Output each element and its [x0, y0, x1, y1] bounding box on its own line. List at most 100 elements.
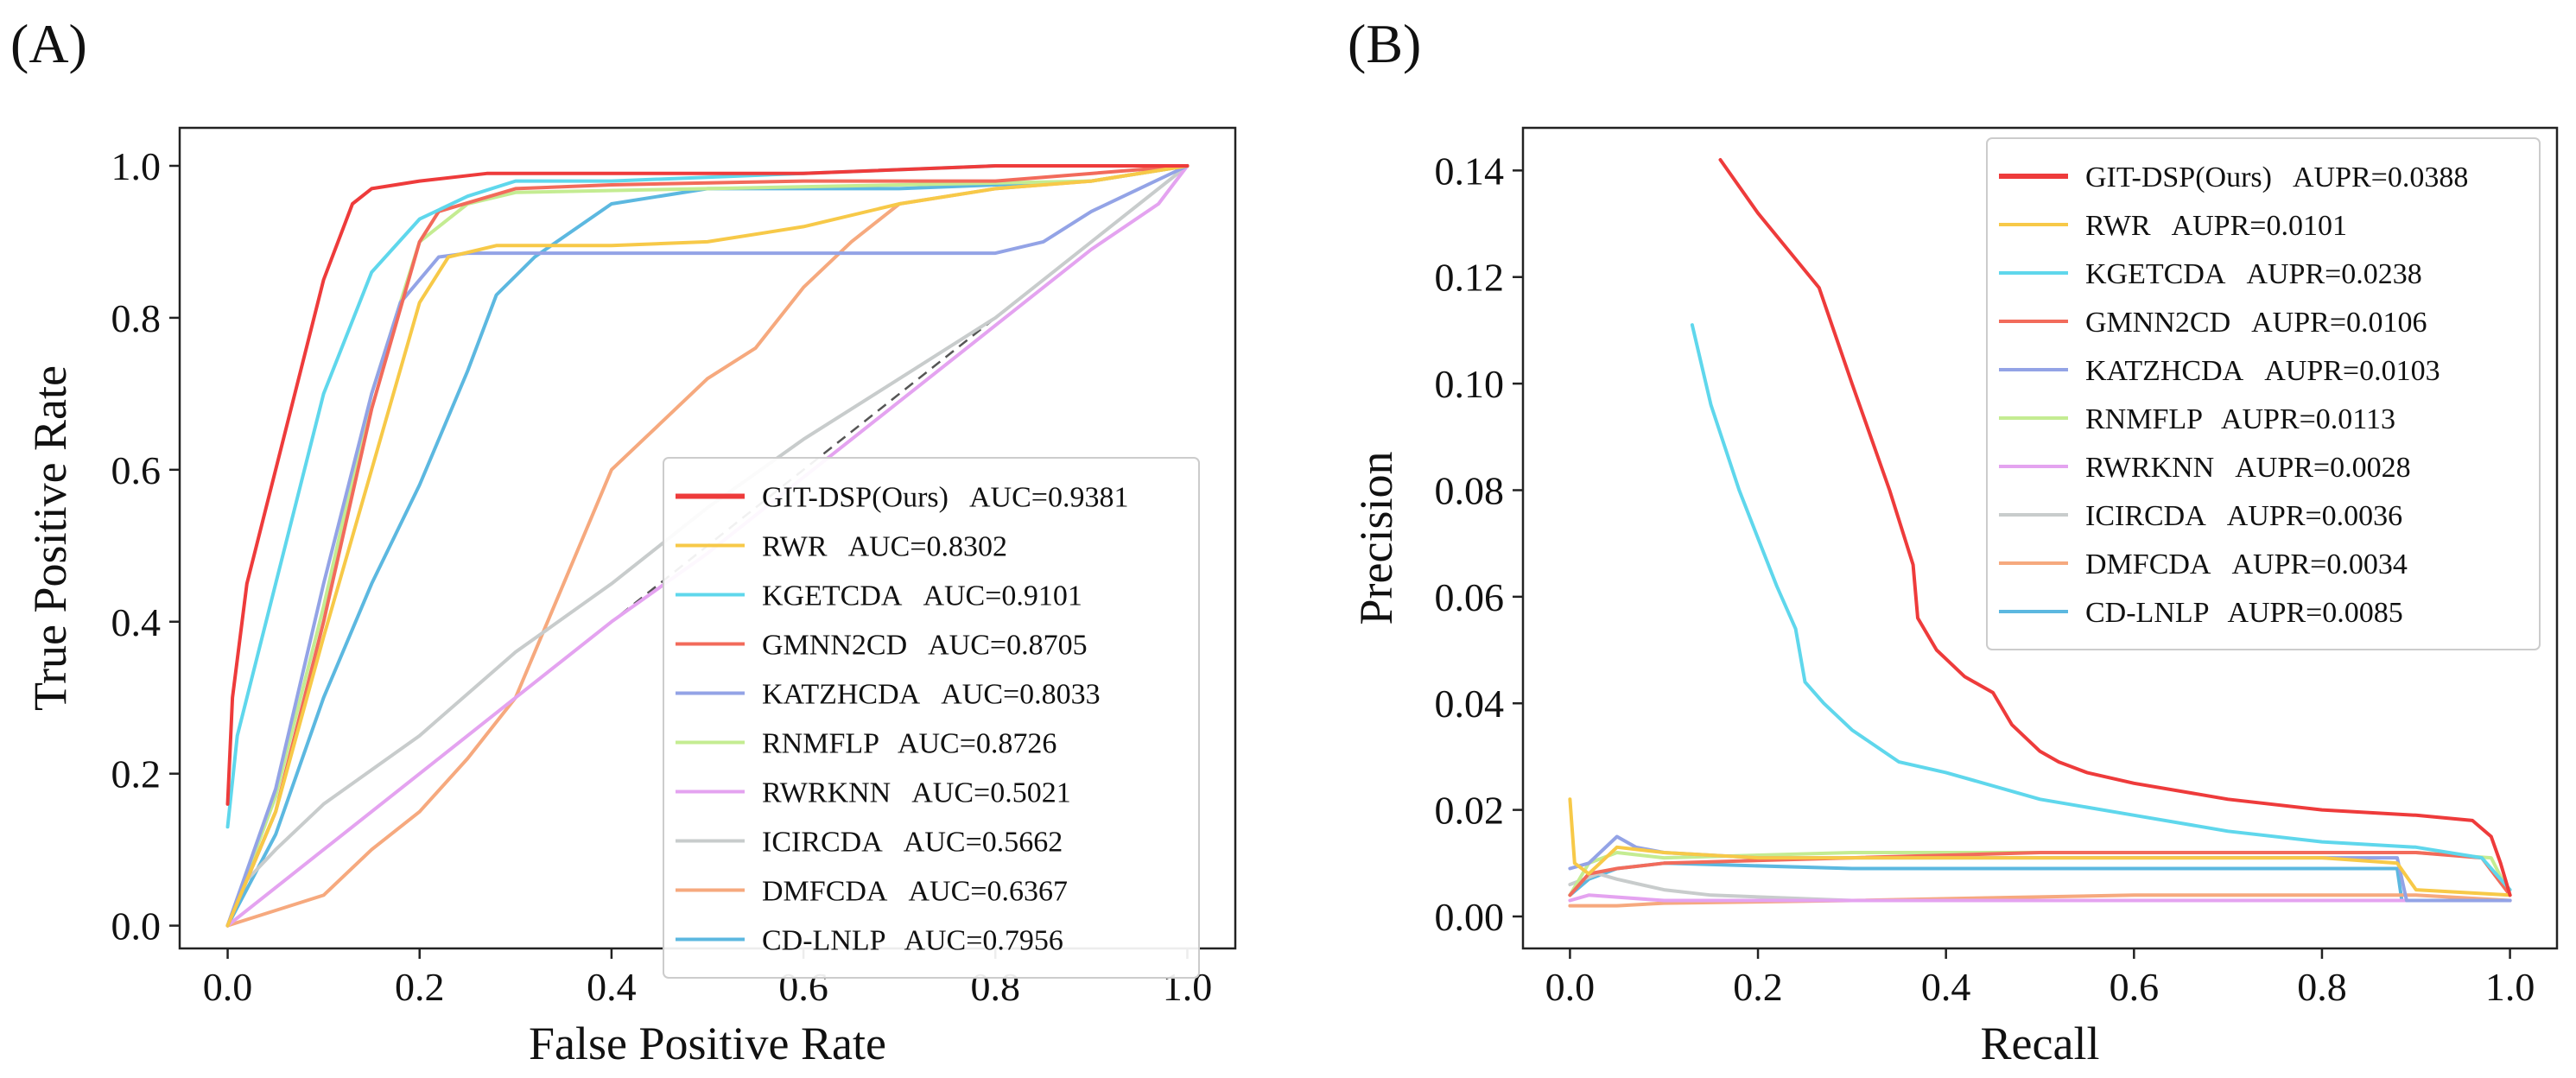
pr-series-line-dmfcda — [1568, 893, 2512, 908]
pr-legend-entry-katzhcda: KATZHCDA AUPR=0.0103 — [2085, 355, 2440, 387]
pr-legend-entry-dmfcda: DMFCDA AUPR=0.0034 — [2085, 549, 2408, 580]
roc-y-tick-label: 0.8 — [111, 296, 162, 340]
legend-series-name: ICIRCDA — [2085, 500, 2206, 532]
legend-series-name: RNMFLP — [762, 728, 879, 760]
pr-y-tick-label: 0.10 — [1435, 362, 1505, 406]
legend-series-metric: AUPR=0.0034 — [2231, 549, 2407, 580]
roc-y-tick-label: 0.0 — [111, 904, 162, 948]
legend-series-metric: AUC=0.7956 — [904, 925, 1063, 957]
roc-legend-entry-dmfcda: DMFCDA AUC=0.6367 — [762, 876, 1068, 908]
roc-x-axis-label: False Positive Rate — [529, 1018, 886, 1069]
pr-y-tick-label: 0.12 — [1435, 256, 1505, 300]
roc-x-tick-label: 0.4 — [587, 965, 637, 1009]
roc-legend-entry-icircda: ICIRCDA AUC=0.5662 — [762, 827, 1063, 859]
roc-legend-entry-cd-lnlp: CD-LNLP AUC=0.7956 — [762, 925, 1063, 957]
pr-series-line-rwrknn — [1568, 893, 2512, 903]
legend-series-metric: AUC=0.5021 — [911, 777, 1070, 809]
roc-legend-entry-git-dsp-ours: GIT-DSP(Ours) AUC=0.9381 — [762, 482, 1128, 514]
roc-legend-entry-rnmflp: RNMFLP AUC=0.8726 — [762, 728, 1056, 760]
pr-y-axis-label: Precision — [1350, 452, 1402, 625]
legend-series-name: GIT-DSP(Ours) — [2085, 162, 2272, 193]
roc-legend-box — [663, 457, 1200, 979]
roc-y-tick-label: 0.2 — [111, 752, 162, 796]
roc-y-axis-label: True Positive Rate — [24, 365, 76, 711]
legend-series-name: RWRKNN — [2085, 452, 2214, 484]
pr-x-tick-label: 0.4 — [1921, 965, 1971, 1009]
roc-series-line-cd-lnlp — [225, 164, 1190, 928]
pr-legend-box — [1986, 137, 2541, 650]
legend-series-name: KATZHCDA — [762, 679, 921, 711]
roc-series-line-icircda — [225, 164, 1190, 928]
pr-series-line-gmnn2cd — [1568, 851, 2512, 897]
pr-legend-entry-cd-lnlp: CD-LNLP AUPR=0.0085 — [2085, 597, 2403, 629]
legend-series-metric: AUPR=0.0238 — [2246, 258, 2421, 290]
pr-x-axis-label: Recall — [1981, 1018, 2100, 1069]
legend-series-name: DMFCDA — [2085, 549, 2211, 580]
pr-legend: GIT-DSP(Ours) AUPR=0.0388 RWR AUPR=0.0101 KG… — [1986, 137, 2541, 650]
legend-series-metric: AUPR=0.0103 — [2264, 355, 2440, 387]
pr-x-tick-label: 0.8 — [2297, 965, 2347, 1009]
roc-legend-entry-gmnn2cd: GMNN2CD AUC=0.8705 — [762, 630, 1088, 662]
pr-y-tick-label: 0.06 — [1435, 575, 1505, 619]
pr-legend-entry-git-dsp-ours: GIT-DSP(Ours) AUPR=0.0388 — [2085, 162, 2468, 193]
legend-series-name: RNMFLP — [2085, 403, 2202, 435]
panel-label-a: (A) — [10, 13, 87, 74]
roc-series-line-katzhcda — [225, 164, 1190, 928]
legend-series-metric: AUPR=0.0113 — [2221, 403, 2395, 435]
legend-series-metric: AUPR=0.0028 — [2235, 452, 2410, 484]
legend-series-metric: AUC=0.8033 — [941, 679, 1100, 711]
pr-y-tick-label: 0.02 — [1435, 789, 1505, 833]
roc-chart-panel: (A) 0.0 0.2 0.4 0.6 0.8 1.00.00.20.40.60.81.0… — [10, 13, 1237, 1069]
legend-series-metric: AUPR=0.0101 — [2172, 210, 2347, 242]
pr-legend-entry-rnmflp: RNMFLP AUPR=0.0113 — [2085, 403, 2395, 435]
legend-series-metric: AUPR=0.0388 — [2293, 162, 2468, 193]
pr-chart-panel: (B) 0.0 0.2 0.4 0.6 0.8 1.00.000.020.040.060.… — [1348, 13, 2559, 1069]
pr-x-tick-label: 1.0 — [2485, 965, 2535, 1009]
legend-series-metric: AUC=0.6367 — [908, 876, 1067, 908]
roc-y-tick-label: 0.4 — [111, 600, 162, 644]
legend-series-metric: AUC=0.9101 — [923, 580, 1082, 612]
pr-y-tick-label: 0.00 — [1435, 895, 1505, 939]
legend-series-metric: AUPR=0.0106 — [2251, 307, 2427, 339]
legend-series-metric: AUC=0.8302 — [848, 531, 1007, 563]
pr-y-tick-label: 0.04 — [1435, 682, 1505, 726]
pr-y-tick-label: 0.14 — [1435, 149, 1505, 193]
roc-y-tick-label: 0.6 — [111, 448, 162, 492]
legend-series-name: GMNN2CD — [762, 630, 907, 662]
legend-series-metric: AUPR=0.0036 — [2227, 500, 2402, 532]
roc-legend-entry-kgetcda: KGETCDA AUC=0.9101 — [762, 580, 1082, 612]
roc-series-line-git-dsp-ours — [225, 164, 1190, 806]
pr-x-tick-label: 0.6 — [2110, 965, 2160, 1009]
roc-legend-entry-rwr: RWR AUC=0.8302 — [762, 531, 1007, 563]
pr-legend-entry-kgetcda: KGETCDA AUPR=0.0238 — [2085, 258, 2422, 290]
legend-series-name: RWR — [2085, 210, 2151, 242]
legend-series-metric: AUC=0.5662 — [904, 827, 1063, 859]
roc-ticks: 0.0 0.2 0.4 0.6 0.8 1.00.00.20.40.60.81.0 — [111, 144, 1213, 1009]
legend-series-metric: AUC=0.9381 — [969, 482, 1128, 514]
legend-series-name: CD-LNLP — [762, 925, 885, 957]
roc-legend-entry-rwrknn: RWRKNN AUC=0.5021 — [762, 777, 1071, 809]
pr-legend-entry-icircda: ICIRCDA AUPR=0.0036 — [2085, 500, 2402, 532]
roc-legend-entry-katzhcda: KATZHCDA AUC=0.8033 — [762, 679, 1101, 711]
pr-series-line-rwr — [1568, 797, 2512, 897]
legend-series-name: RWRKNN — [762, 777, 891, 809]
pr-x-tick-label: 0.0 — [1545, 965, 1596, 1009]
legend-series-metric: AUC=0.8726 — [898, 728, 1056, 760]
legend-series-name: CD-LNLP — [2085, 597, 2209, 629]
pr-legend-entry-rwrknn: RWRKNN AUPR=0.0028 — [2085, 452, 2411, 484]
legend-series-name: KATZHCDA — [2085, 355, 2244, 387]
roc-x-tick-label: 0.0 — [203, 965, 253, 1009]
roc-y-tick-label: 1.0 — [111, 144, 162, 188]
legend-series-metric: AUC=0.8705 — [928, 630, 1087, 662]
pr-legend-entry-gmnn2cd: GMNN2CD AUPR=0.0106 — [2085, 307, 2427, 339]
pr-x-tick-label: 0.2 — [1733, 965, 1783, 1009]
pr-series-lines — [1568, 158, 2512, 908]
legend-series-name: DMFCDA — [762, 876, 888, 908]
legend-series-metric: AUPR=0.0085 — [2227, 597, 2402, 629]
pr-series-line-git-dsp-ours — [1718, 158, 2512, 897]
roc-x-tick-label: 0.2 — [395, 965, 445, 1009]
legend-series-name: KGETCDA — [2085, 258, 2226, 290]
pr-series-line-kgetcda — [1690, 323, 2512, 892]
roc-series-line-rwr — [225, 164, 1190, 928]
